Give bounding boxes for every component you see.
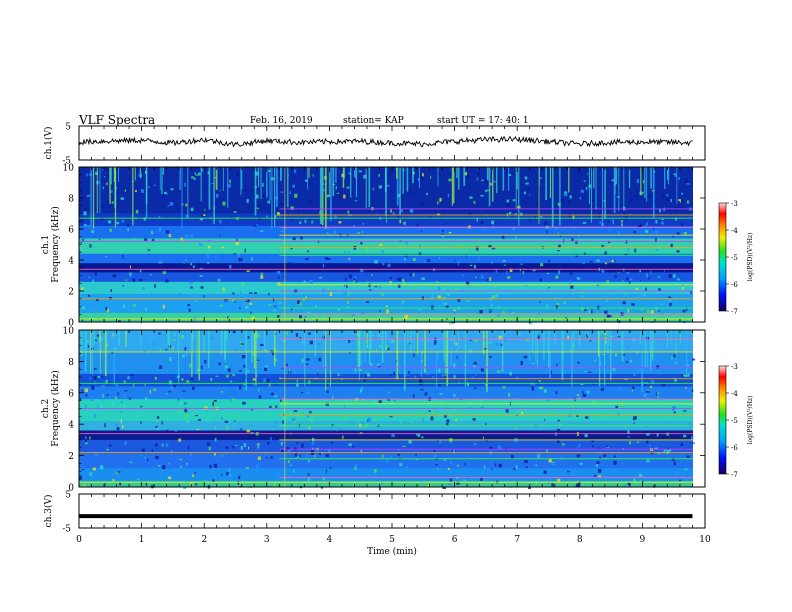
x-tick-label: 6 bbox=[452, 535, 458, 545]
ch2-colorbar-tick-label: -4 bbox=[731, 390, 738, 398]
ch2-colorbar-tick-label: -3 bbox=[731, 363, 738, 371]
ch2-y-axis-label: Frequency (kHz) bbox=[50, 370, 61, 447]
ch2-y-tick-label: 8 bbox=[68, 358, 74, 368]
x-tick-label: 2 bbox=[201, 535, 207, 545]
ch2-colorbar-tick-label: -6 bbox=[731, 444, 738, 452]
ch2-colorbar bbox=[718, 365, 727, 475]
start-time-label: start UT = 17: 40: 1 bbox=[437, 116, 529, 126]
ch2-colorbar-tick-label: -5 bbox=[731, 417, 738, 425]
x-tick-label: 1 bbox=[139, 535, 145, 545]
date-label: Feb. 16, 2019 bbox=[250, 116, 313, 126]
ch3-wave-y-axis-label: ch.3(V) bbox=[43, 495, 54, 528]
x-tick-label: 4 bbox=[327, 535, 333, 545]
ch1-y-tick-label: 10 bbox=[63, 164, 75, 174]
ch3-wave-y-tick-label: 5 bbox=[65, 491, 71, 501]
x-tick-label: 9 bbox=[640, 535, 646, 545]
ch2-colorbar-tick-label: -7 bbox=[731, 471, 738, 479]
x-tick-label: 7 bbox=[514, 535, 520, 545]
ch1-y-tick-label: 8 bbox=[68, 195, 74, 205]
ch1-y-tick-label: 2 bbox=[68, 288, 74, 298]
ch1-colorbar-tick-label: -3 bbox=[731, 200, 738, 208]
ch1-wave-y-tick-label: -5 bbox=[62, 157, 71, 167]
x-tick-label: 8 bbox=[577, 535, 583, 545]
ch1-colorbar-tick-label: -4 bbox=[731, 227, 738, 235]
ch3-waveform-frame bbox=[78, 493, 706, 529]
x-tick-label: 5 bbox=[389, 535, 395, 545]
ch1-y-tick-label: 6 bbox=[68, 226, 74, 236]
ch2-y-tick-label: 4 bbox=[68, 421, 74, 431]
ch1-colorbar-tick-label: -7 bbox=[731, 308, 738, 316]
ch1-colorbar-tick-label: -5 bbox=[731, 254, 738, 262]
ch3-wave-y-tick-label: -5 bbox=[62, 525, 71, 535]
ch1-wave-y-tick-label: 5 bbox=[65, 123, 71, 133]
x-tick-label: 10 bbox=[699, 535, 711, 545]
ch1-waveform-trace bbox=[78, 135, 693, 148]
ch1-wave-y-axis-label: ch.1(V) bbox=[43, 127, 54, 160]
x-tick-label: 0 bbox=[76, 535, 82, 545]
ch2-y-tick-label: 2 bbox=[68, 452, 74, 462]
x-tick-label: 3 bbox=[264, 535, 270, 545]
ch1-colorbar-label: log(PSD)(V²/Hz) bbox=[747, 233, 754, 282]
ch1-y-tick-label: 4 bbox=[68, 257, 74, 267]
ch1-colorbar-tick-label: -6 bbox=[731, 281, 738, 289]
ch2-y-tick-label: 6 bbox=[68, 389, 74, 399]
ch2-colorbar-label: log(PSD)(V²/Hz) bbox=[747, 396, 754, 445]
ch2-spectrogram bbox=[78, 329, 706, 491]
ch1-channel-label: ch.1 bbox=[41, 235, 51, 254]
chart-title: VLF Spectra bbox=[79, 113, 156, 127]
x-axis-label: Time (min) bbox=[367, 546, 417, 557]
ch1-y-axis-label: Frequency (kHz) bbox=[50, 206, 61, 283]
ch2-channel-label: ch.2 bbox=[41, 399, 51, 418]
ch1-waveform-line bbox=[78, 135, 693, 148]
ch1-spectrogram bbox=[78, 166, 706, 325]
ch1-y-tick-label: 0 bbox=[68, 319, 74, 329]
station-label: station= KAP bbox=[343, 116, 404, 126]
ch1-colorbar bbox=[718, 202, 727, 312]
ch2-y-tick-label: 0 bbox=[68, 484, 74, 494]
ch2-y-tick-label: 10 bbox=[63, 327, 75, 337]
